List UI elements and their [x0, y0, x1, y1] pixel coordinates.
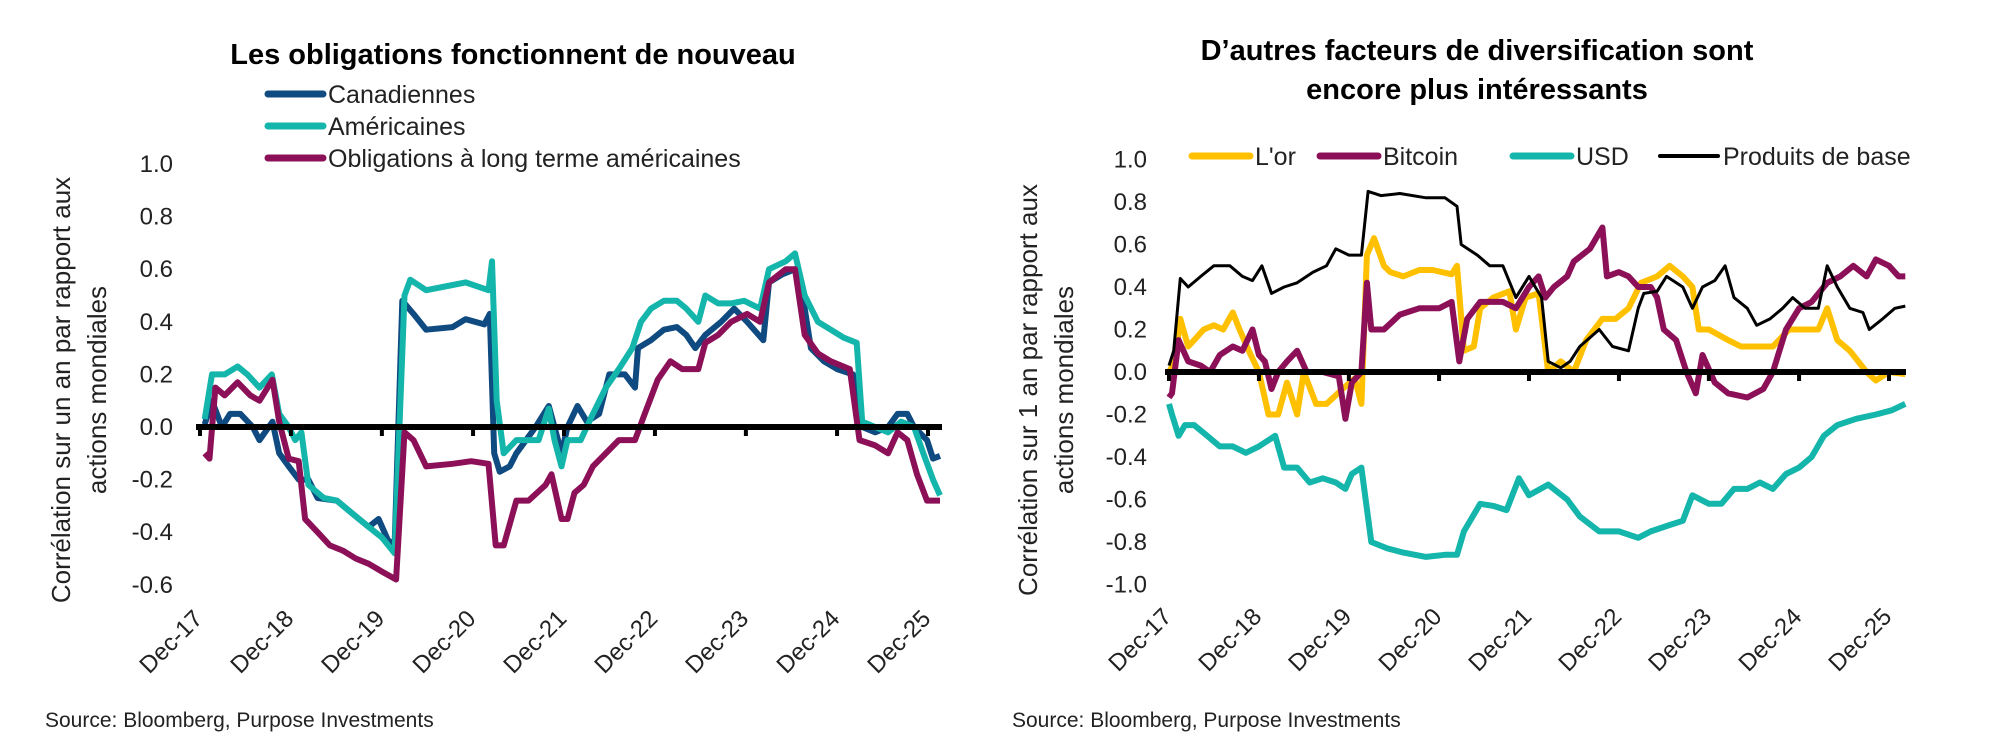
right-series-line-1 — [1166, 235, 1906, 418]
left-x-tick-label: Dec-22 — [589, 605, 663, 679]
right-legend-label: USD — [1576, 143, 1629, 171]
right-y-tick-label: 0.6 — [1114, 232, 1147, 259]
right-y-tick-label: -0.8 — [1106, 529, 1147, 556]
right-y-tick-label: 0.0 — [1114, 359, 1147, 386]
left-x-tick-label: Dec-24 — [772, 605, 846, 679]
right-legend-label: Bitcoin — [1383, 143, 1458, 171]
right-series-line-3 — [1166, 401, 1907, 560]
right-x-tick-label: Dec-18 — [1193, 603, 1267, 677]
left-x-tick-label: Dec-19 — [316, 605, 390, 679]
left-y-tick-label: 1.0 — [140, 151, 173, 178]
right-x-tick-label: Dec-19 — [1283, 603, 1357, 677]
left-x-tick-label: Dec-20 — [408, 605, 482, 679]
right-chart-title-line1: D’autres facteurs de diversification son… — [1201, 35, 1754, 67]
right-x-tick-label: Dec-24 — [1734, 603, 1808, 677]
right-y-tick-label: 0.4 — [1114, 274, 1147, 301]
right-x-tick-label: Dec-22 — [1553, 603, 1627, 677]
right-y-tick-label: -0.2 — [1106, 402, 1147, 429]
left-y-tick-label: -0.6 — [132, 572, 173, 599]
left-y-tick-label: 0.2 — [140, 361, 173, 388]
left-x-tick-label: Dec-21 — [498, 605, 572, 679]
left-y-axis-title-line2: actions mondiales — [82, 286, 112, 494]
left-y-tick-label: -0.4 — [132, 519, 173, 546]
left-y-tick-label: 0.0 — [140, 414, 173, 441]
left-x-tick-label: Dec-25 — [862, 605, 936, 679]
left-legend-label: Canadiennes — [328, 81, 475, 109]
left-series-line-3 — [202, 266, 940, 583]
right-y-axis-title-line1: Corrélation sur 1 an par rapport aux — [1013, 184, 1043, 596]
right-legend-label: L'or — [1255, 143, 1296, 171]
right-legend-label: Produits de base — [1723, 143, 1911, 171]
left-x-tick-label: Dec-17 — [134, 605, 208, 679]
right-x-tick-label: Dec-20 — [1374, 603, 1448, 677]
left-chart: Les obligations fonctionnent de nouveau … — [45, 39, 943, 732]
right-series-line-2 — [1166, 224, 1906, 422]
right-y-tick-label: -1.0 — [1106, 572, 1147, 599]
left-y-tick-label: 0.6 — [140, 256, 173, 283]
right-y-axis-title-line2: actions mondiales — [1049, 286, 1079, 494]
left-y-axis-title-line1: Corrélation sur un an par rapport aux — [46, 177, 76, 603]
right-y-tick-label: -0.6 — [1106, 487, 1147, 514]
right-x-tick-label: Dec-25 — [1823, 603, 1897, 677]
left-legend-label: Obligations à long terme américaines — [328, 145, 741, 173]
right-y-tick-label: -0.4 — [1106, 444, 1147, 471]
left-chart-title: Les obligations fonctionnent de nouveau — [230, 39, 796, 71]
left-legend-label: Américaines — [328, 113, 466, 141]
right-series-line-4 — [1167, 189, 1906, 370]
left-x-tick-label: Dec-18 — [225, 605, 299, 679]
right-y-tick-label: 0.8 — [1114, 189, 1147, 216]
left-x-tick-label: Dec-23 — [680, 605, 754, 679]
left-y-tick-label: 0.8 — [140, 204, 173, 231]
right-x-tick-label: Dec-23 — [1643, 603, 1717, 677]
right-plot-area: 1.0 0.8 0.6 0.4 0.2 0.0 -0.2 -0.4 -0.6 -0.8 -1.0 De… — [1103, 143, 1910, 677]
right-source-note: Source: Bloomberg, Purpose Investments — [1012, 709, 1401, 732]
right-y-tick-label: 0.2 — [1114, 317, 1147, 344]
right-y-tick-label: 1.0 — [1114, 147, 1147, 174]
right-x-tick-label: Dec-17 — [1103, 603, 1177, 677]
left-series-line-2 — [201, 250, 943, 557]
right-chart-title-line2: encore plus intéressants — [1306, 74, 1648, 106]
right-chart: D’autres facteurs de diversification son… — [1012, 35, 1911, 732]
left-y-tick-label: 0.4 — [140, 309, 173, 336]
right-x-tick-label: Dec-21 — [1463, 603, 1537, 677]
left-source-note: Source: Bloomberg, Purpose Investments — [45, 709, 434, 732]
left-y-tick-label: -0.2 — [132, 467, 173, 494]
